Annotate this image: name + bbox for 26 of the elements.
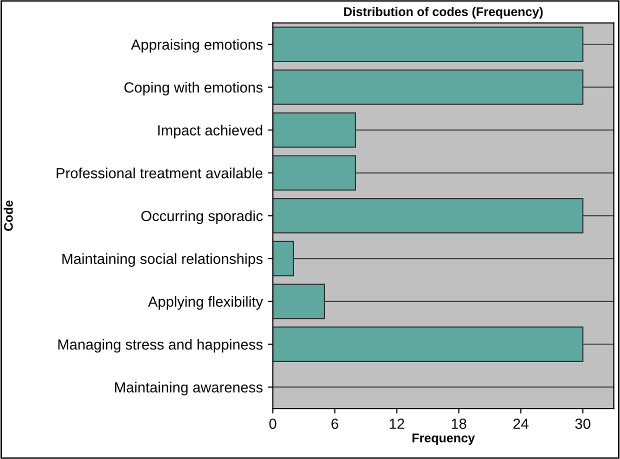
x-axis-title: Frequency xyxy=(412,434,475,445)
x-tick-label: 30 xyxy=(575,418,590,429)
y-axis-title: Code xyxy=(4,200,13,231)
bar xyxy=(272,70,584,105)
x-tick-label: 12 xyxy=(390,418,404,429)
y-tick-label: Occurring sporadic xyxy=(141,210,263,224)
y-tick-label: Applying flexibility xyxy=(148,296,264,310)
y-tick-label: Managing stress and happiness xyxy=(58,338,263,353)
bar xyxy=(272,198,584,234)
bar xyxy=(272,26,584,62)
y-tick-label: Impact achieved xyxy=(158,124,262,138)
y-tick-label: Appraising emotions xyxy=(130,39,263,53)
bar xyxy=(272,240,294,276)
x-tick-label: 0 xyxy=(269,418,276,429)
bar xyxy=(272,112,356,148)
x-tick-label: 24 xyxy=(513,418,528,429)
bar xyxy=(272,284,326,320)
bar xyxy=(272,326,584,362)
chart-title: Distribution of codes (Frequency) xyxy=(344,6,543,19)
bar xyxy=(272,155,356,191)
y-tick-label: Maintaining awareness xyxy=(115,382,263,396)
y-tick-label: Coping with emotions xyxy=(124,82,263,96)
x-tick-label: 6 xyxy=(331,418,338,429)
y-tick-label: Professional treatment available xyxy=(56,168,262,178)
x-tick-label: 18 xyxy=(452,418,466,429)
y-tick-label: Maintaining social relationships xyxy=(62,253,263,267)
